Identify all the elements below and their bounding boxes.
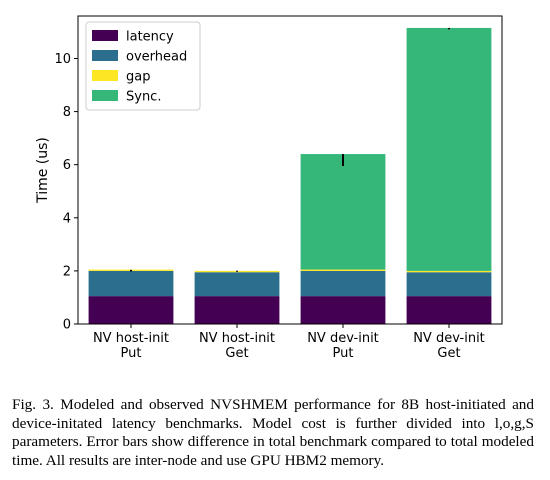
x-tick-label: NV dev-init Put — [307, 331, 379, 361]
y-tick-label: 6 — [63, 158, 71, 173]
bar-segment-latency — [194, 296, 280, 324]
figure-caption: Fig. 3. Modeled and observed NVSHMEM per… — [12, 396, 534, 469]
x-tick-label: NV dev-init Get — [413, 331, 485, 361]
y-tick-label: 4 — [63, 211, 71, 226]
legend: latency overhead gap Sync. — [85, 21, 201, 111]
legend-swatch — [92, 50, 118, 61]
bar-segment-sync — [300, 154, 386, 270]
bar-segment-gap — [406, 270, 492, 273]
legend-box — [85, 21, 201, 111]
error-bars-layer — [130, 27, 450, 272]
legend-label: Sync. — [126, 90, 161, 105]
y-tick-label: 2 — [63, 264, 71, 279]
y-axis-label: Time (us) — [35, 137, 51, 204]
bar-segment-gap — [300, 269, 386, 271]
x-axis: NV host-init Put NV host-init Get NV dev-ini… — [93, 324, 485, 361]
x-tick-label: NV host-init Get — [199, 331, 275, 361]
bar-segment-overhead — [406, 272, 492, 297]
y-axis: 0 2 4 6 8 10 — [54, 52, 78, 333]
y-tick-label: 0 — [63, 318, 71, 333]
y-tick-label: 10 — [54, 52, 71, 67]
bar-segment-latency — [88, 296, 174, 324]
x-tick-label: NV host-init Put — [93, 331, 169, 361]
bar-segment-overhead — [88, 270, 174, 297]
legend-swatch — [92, 30, 118, 41]
bar-segment-overhead — [300, 270, 386, 297]
legend-swatch — [92, 90, 118, 101]
bar-segment-overhead — [194, 272, 280, 297]
legend-label: overhead — [126, 50, 187, 65]
legend-label: latency — [126, 30, 174, 45]
bar-segment-latency — [406, 296, 492, 324]
plot-frame — [77, 15, 503, 325]
bar-segment-latency — [300, 296, 386, 324]
legend-label: gap — [126, 70, 150, 85]
y-tick-label: 8 — [63, 105, 71, 120]
bar-segment-sync — [406, 27, 492, 271]
legend-swatch — [92, 70, 118, 81]
